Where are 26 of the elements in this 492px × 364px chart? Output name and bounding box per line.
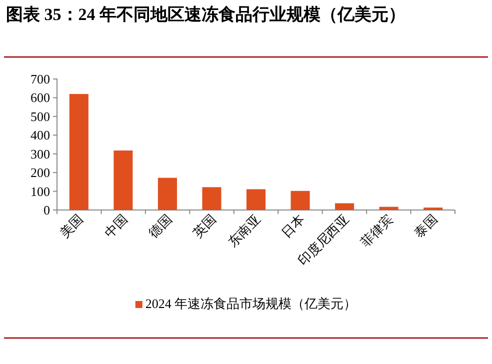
y-tick-label: 200 [30,165,50,180]
bar [114,150,133,210]
x-tick-label: 德国 [146,212,175,241]
y-tick-label: 600 [30,90,50,106]
bar [158,178,177,210]
x-tick-label: 中国 [101,212,130,241]
x-tick-label: 日本 [278,212,308,241]
bar [202,187,222,210]
legend-label: 2024 年速冻食品市场规模（亿美元） [145,296,357,311]
y-tick-label: 100 [30,184,50,199]
bar [290,190,310,210]
y-tick-label: 400 [30,128,50,143]
bar [246,189,266,210]
y-tick-label: 300 [30,146,50,162]
x-tick-label: 美国 [57,212,86,241]
y-tick-label: 500 [30,108,50,124]
x-tick-label: 英国 [190,212,219,241]
y-tick-label: 0 [44,202,50,218]
bar [379,206,398,210]
bar [69,94,88,210]
x-tick-label: 泰国 [411,212,440,241]
x-tick-label: 东南亚 [224,212,264,250]
x-tick-label: 菲律宾 [358,212,396,250]
chart-title: 图表 35：24 年不同地区速冻食品行业规模（亿美元） [6,5,406,24]
bar [335,203,354,210]
y-tick-label: 700 [30,72,50,86]
